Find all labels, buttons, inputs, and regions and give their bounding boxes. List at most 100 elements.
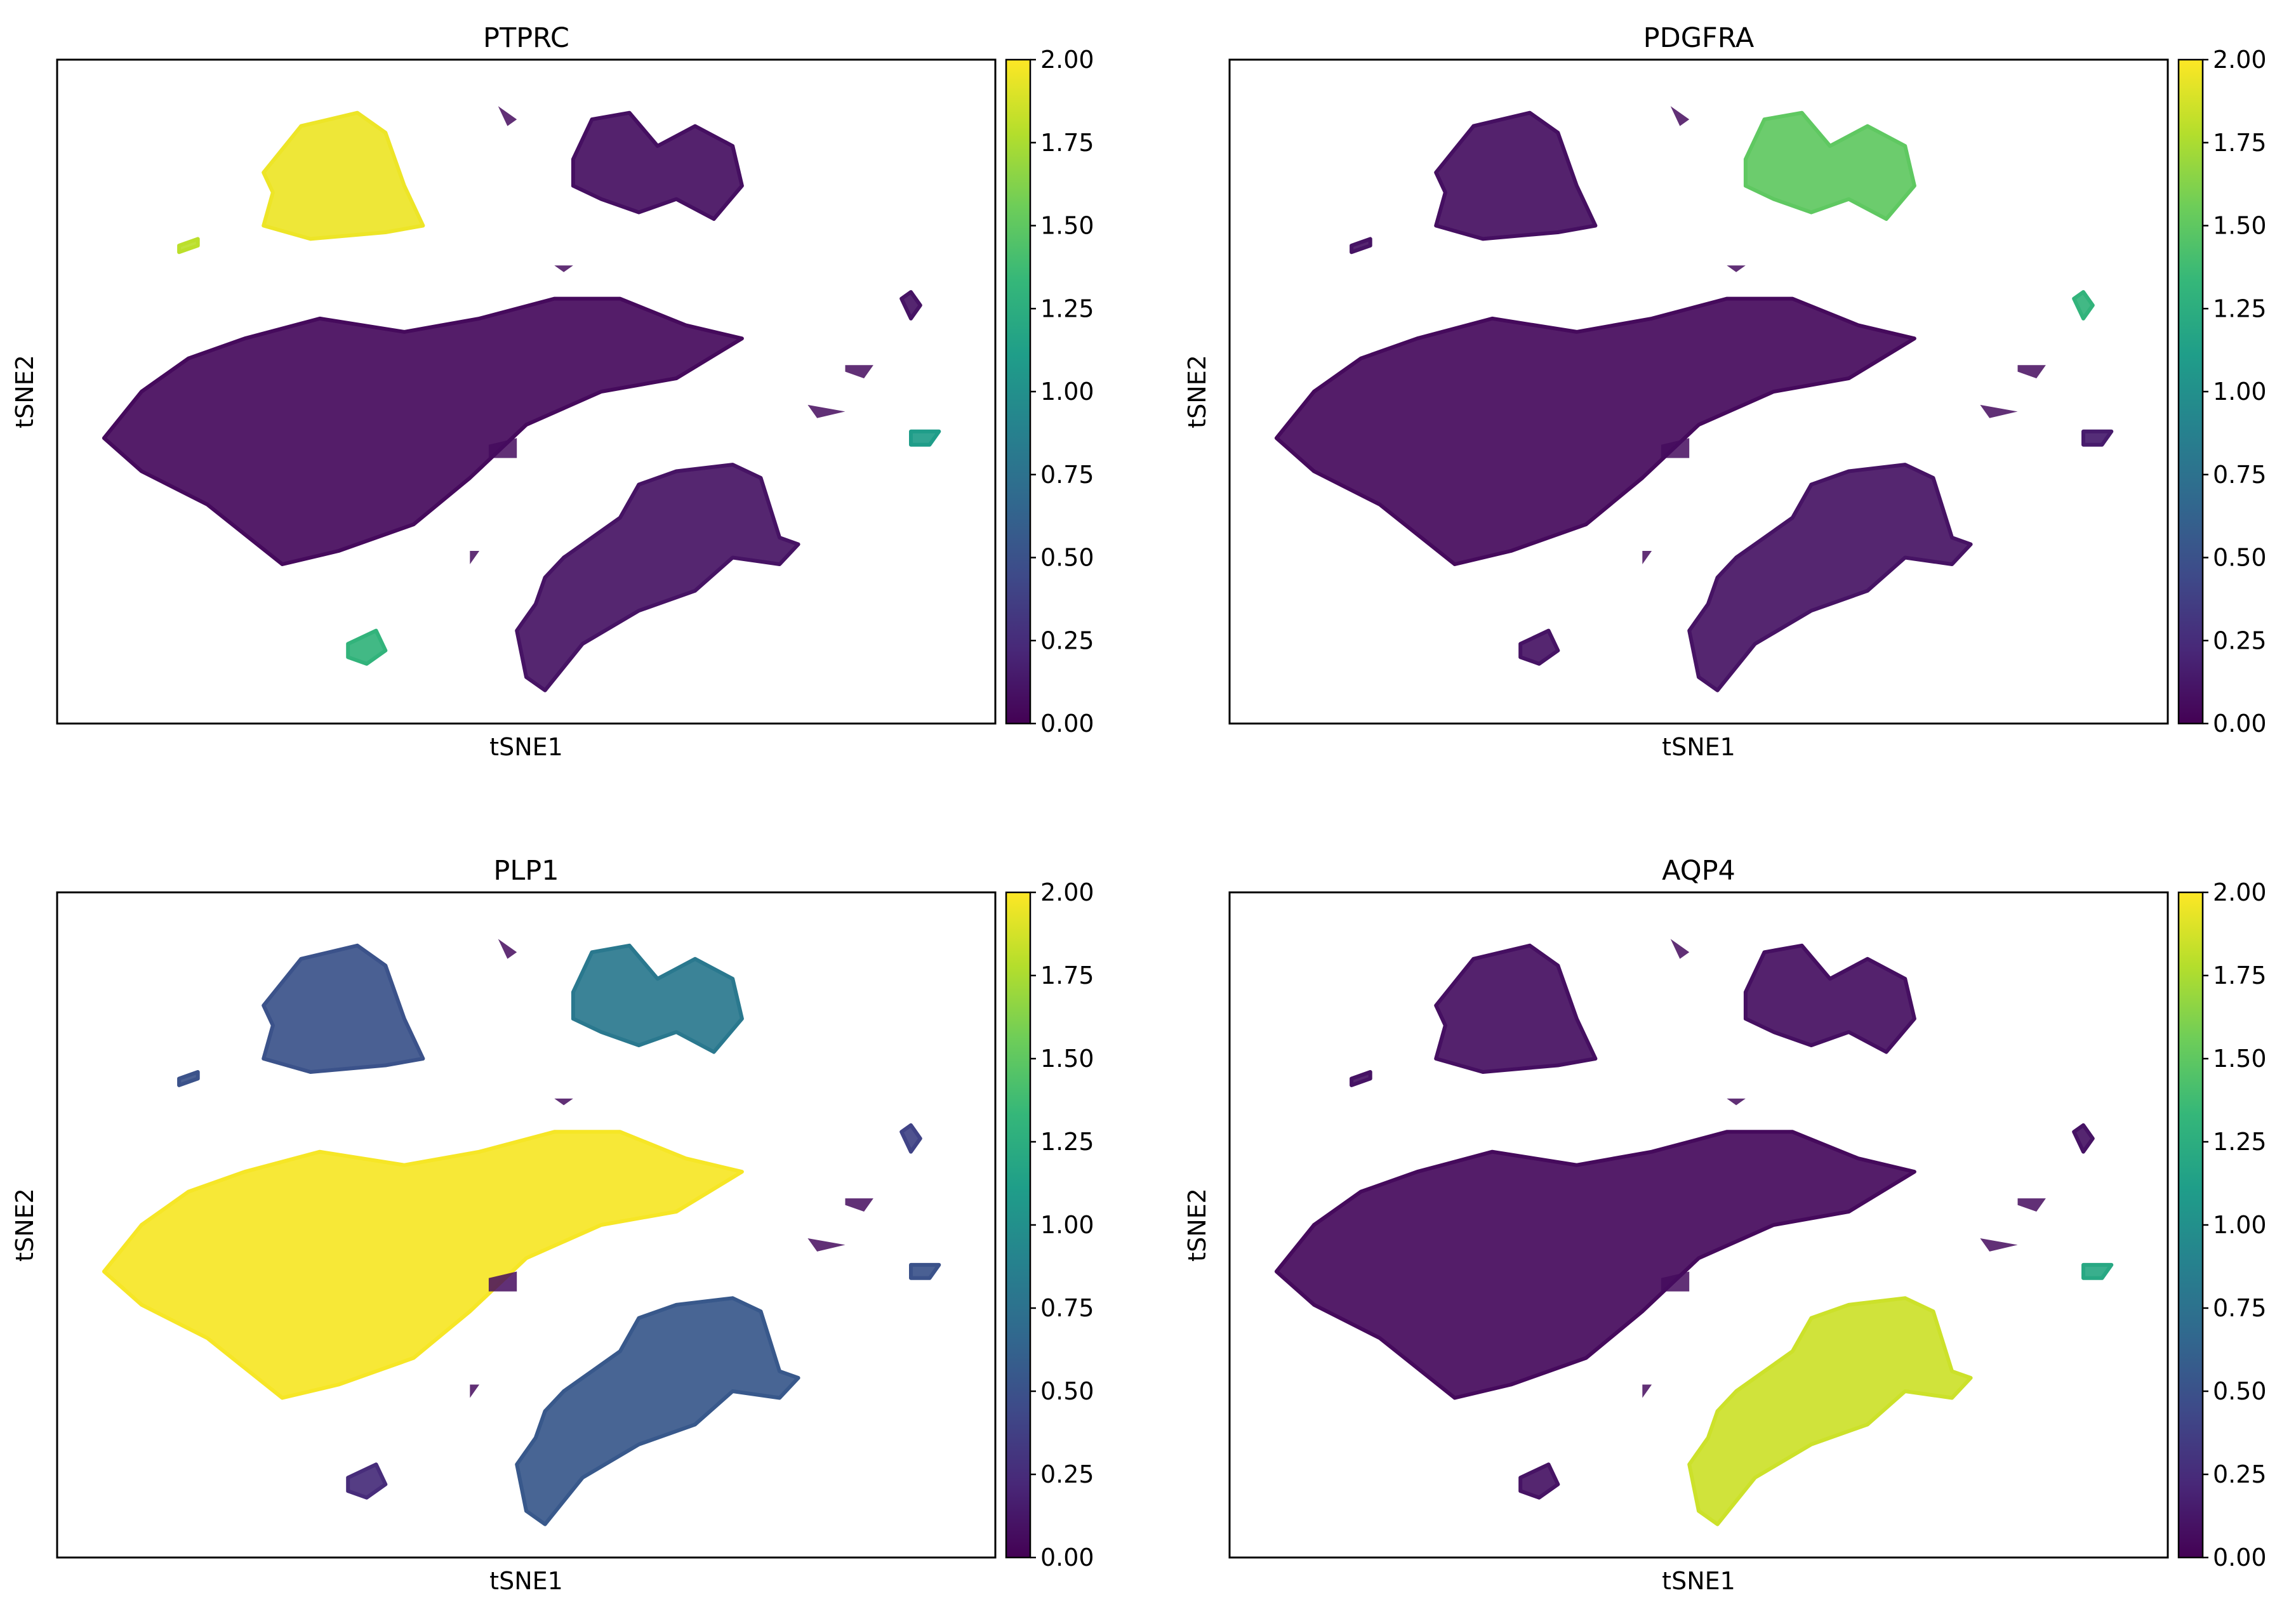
cluster-bottom-small: [346, 1462, 388, 1500]
colorbar-tick-label: 1.75: [1040, 962, 1094, 989]
colorbar-tick-label: 0.25: [1040, 626, 1094, 654]
cluster-minor-2: [2017, 365, 2046, 379]
colorbar: [1005, 891, 1032, 1559]
y-axis-label: tSNE2: [11, 1188, 39, 1262]
colorbar-tick-label: 1.50: [2213, 1045, 2267, 1073]
colorbar: [1005, 58, 1032, 725]
axes-frame: [1228, 891, 2169, 1559]
panel-pdgfra: PDGFRA tSNE1 tSNE2 0.00 0.25 0.50 0.75 1.00 1.25…: [1183, 22, 2267, 761]
cluster-right-small-1: [2072, 1123, 2095, 1154]
cluster-minor-5: [498, 106, 517, 126]
panel-aqp4: AQP4 tSNE1 tSNE2 0.00 0.25 0.50 0.75 1.00 1.25 1.…: [1183, 855, 2267, 1595]
x-axis-label: tSNE1: [489, 733, 563, 761]
y-axis-label: tSNE2: [1183, 355, 1211, 428]
colorbar-tick-label: 0.75: [1040, 461, 1094, 489]
cluster-lower-right: [1687, 1296, 1973, 1526]
cluster-big-left: [1274, 296, 1916, 566]
cluster-tiny-left: [1350, 237, 1372, 255]
colorbar-tick-label: 0.75: [1040, 1294, 1094, 1322]
cluster-bottom-small: [1518, 1462, 1560, 1500]
cluster-minor-2: [2017, 1198, 2046, 1212]
colorbar-tick-label: 0.25: [1040, 1460, 1094, 1488]
cluster-minor-1: [470, 1384, 480, 1398]
colorbar-tick-label: 1.25: [1040, 1128, 1094, 1156]
cluster-right-small-1: [899, 290, 922, 321]
colorbar-tick-label: 1.25: [1040, 294, 1094, 322]
cluster-upper-left: [262, 110, 425, 241]
cluster-lower-right: [515, 463, 800, 692]
colorbar-tick-label: 2.00: [2213, 878, 2267, 906]
x-axis-label: tSNE1: [1662, 733, 1735, 761]
colorbar-tick-label: 2.00: [1040, 878, 1094, 906]
colorbar-tick-label: 1.00: [1040, 1211, 1094, 1239]
colorbar-tick-label: 0.50: [2213, 544, 2267, 572]
colorbar-tick-label: 1.75: [1040, 129, 1094, 157]
cluster-upper-left: [262, 943, 425, 1074]
cluster-big-left: [102, 1130, 744, 1400]
cluster-upper-right: [571, 943, 744, 1054]
axes-frame: [56, 891, 997, 1559]
cluster-minor-5: [498, 939, 517, 959]
cluster-big-left: [1274, 1130, 1916, 1400]
colorbar: [2177, 891, 2204, 1559]
y-axis-label: tSNE2: [11, 355, 39, 428]
panel-plp1: PLP1 tSNE1 tSNE2 0.00 0.25 0.50 0.75 1.00 1.25 1.…: [11, 855, 1094, 1595]
cluster-minor-1: [1642, 551, 1652, 564]
cluster-minor-0: [1661, 438, 1690, 458]
cluster-minor-3: [807, 404, 846, 418]
plot-title: PTPRC: [483, 22, 569, 54]
colorbar-tick-label: 1.50: [1040, 1045, 1094, 1073]
cluster-upper-left: [1434, 110, 1598, 241]
plot-title: AQP4: [1662, 855, 1735, 887]
colorbar-tick-label: 0.00: [2213, 1544, 2267, 1571]
cluster-right-small-4: [909, 1262, 941, 1280]
colorbar-tick-label: 0.00: [2213, 710, 2267, 738]
cluster-upper-right: [571, 110, 744, 221]
cluster-minor-4: [1727, 1098, 1746, 1106]
cluster-lower-right: [515, 1296, 800, 1526]
colorbar-tick-label: 1.50: [1040, 212, 1094, 240]
panel-ptprc: PTPRC tSNE1 tSNE2 0.00 0.25 0.50 0.75 1.00 1.25 1…: [11, 22, 1094, 761]
colorbar-tick-label: 0.00: [1040, 1544, 1094, 1571]
cluster-minor-3: [1980, 404, 2018, 418]
cluster-right-small-1: [2072, 290, 2095, 321]
colorbar-tick-label: 2.00: [1040, 46, 1094, 74]
cluster-minor-1: [470, 551, 480, 564]
cluster-lower-right: [1687, 463, 1973, 692]
cluster-right-small-4: [2081, 1262, 2114, 1280]
cluster-minor-0: [488, 438, 517, 458]
plot-title: PDGFRA: [1643, 22, 1755, 54]
cluster-bottom-small: [346, 628, 388, 666]
y-axis-label: tSNE2: [1183, 1188, 1211, 1262]
colorbar-tick-label: 0.25: [2213, 626, 2267, 654]
cluster-minor-0: [1661, 1271, 1690, 1292]
cluster-minor-4: [554, 1098, 573, 1106]
colorbar-tick-label: 0.50: [2213, 1377, 2267, 1405]
colorbar-tick-label: 0.00: [1040, 710, 1094, 738]
cluster-minor-4: [554, 265, 573, 272]
cluster-tiny-left: [1350, 1070, 1372, 1087]
colorbar-tick-label: 1.75: [2213, 129, 2267, 157]
colorbar-tick-label: 1.75: [2213, 962, 2267, 989]
colorbar: [2177, 58, 2204, 725]
cluster-right-small-4: [909, 429, 941, 447]
cluster-minor-3: [807, 1238, 846, 1252]
colorbar-tick-label: 2.00: [2213, 46, 2267, 74]
colorbar-tick-label: 0.75: [2213, 1294, 2267, 1322]
cluster-minor-2: [845, 365, 873, 379]
axes-frame: [56, 58, 997, 725]
colorbar-tick-label: 1.00: [2213, 378, 2267, 406]
cluster-big-left: [102, 296, 744, 566]
cluster-tiny-left: [177, 237, 200, 255]
colorbar-tick-label: 0.25: [2213, 1460, 2267, 1488]
cluster-minor-5: [1670, 106, 1690, 126]
cluster-tiny-left: [177, 1070, 200, 1087]
colorbar-tick-label: 1.00: [2213, 1211, 2267, 1239]
colorbar-tick-label: 1.25: [2213, 1128, 2267, 1156]
cluster-minor-3: [1980, 1238, 2018, 1252]
colorbar-tick-label: 0.75: [2213, 461, 2267, 489]
cluster-minor-0: [488, 1271, 517, 1292]
colorbar-tick-label: 0.50: [1040, 1377, 1094, 1405]
colorbar-tick-label: 1.00: [1040, 378, 1094, 406]
